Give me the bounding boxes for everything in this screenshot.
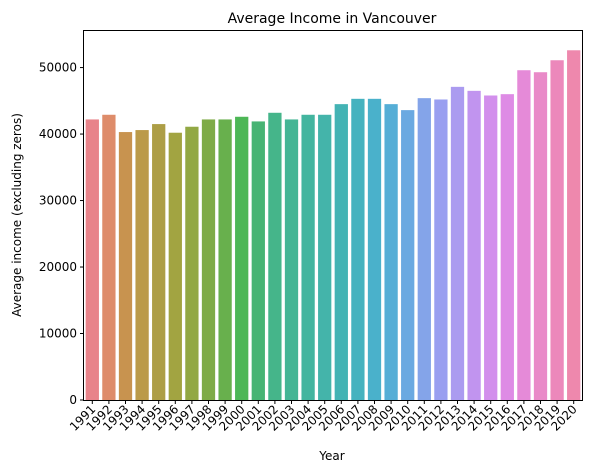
x-axis-ticks: 1991199219931994199519961997199819992000…	[67, 400, 580, 434]
bar-2012	[434, 99, 448, 400]
bar-1995	[152, 124, 166, 400]
plot-frame	[83, 30, 583, 401]
bar-1994	[135, 130, 149, 400]
bar-2016	[500, 94, 514, 400]
bar-2006	[334, 104, 348, 400]
bar-2017	[517, 70, 531, 400]
bar-2019	[550, 60, 564, 400]
y-axis-label: Average income (excluding zeros)	[10, 113, 24, 317]
bar-2013	[450, 86, 465, 400]
y-tick-label: 0	[69, 393, 77, 407]
y-axis-ticks: 0 10000 20000 30000 40000 50000	[39, 61, 84, 407]
bar-2009	[384, 104, 398, 400]
bar-1991	[85, 119, 99, 401]
bar-2018	[533, 72, 548, 400]
bar-1997	[185, 126, 199, 401]
bar-2008	[367, 98, 382, 400]
bar-1992	[102, 114, 116, 401]
bar-2014	[467, 90, 481, 400]
bars-group	[85, 50, 581, 401]
bar-2010	[401, 110, 415, 401]
bar-1998	[201, 119, 216, 401]
bar-2002	[268, 112, 282, 400]
bar-2000	[235, 116, 249, 401]
bar-2007	[351, 98, 365, 400]
bar-2005	[318, 114, 332, 401]
y-tick-label: 30000	[39, 194, 77, 208]
bar-2004	[301, 114, 315, 401]
bar-2020	[567, 50, 581, 400]
bar-2001	[251, 121, 265, 401]
bar-1996	[168, 132, 182, 400]
bar-2015	[484, 95, 498, 401]
y-tick-label: 50000	[39, 61, 77, 75]
y-tick-label: 10000	[39, 327, 77, 341]
bar-2011	[417, 98, 431, 401]
x-axis-label: Year	[318, 449, 344, 463]
y-tick-label: 20000	[39, 260, 77, 274]
chart-title: Average Income in Vancouver	[228, 11, 437, 27]
bar-1993	[118, 132, 133, 400]
bar-2003	[284, 119, 299, 401]
y-tick-label: 40000	[39, 127, 77, 141]
bar-1999	[218, 119, 232, 401]
